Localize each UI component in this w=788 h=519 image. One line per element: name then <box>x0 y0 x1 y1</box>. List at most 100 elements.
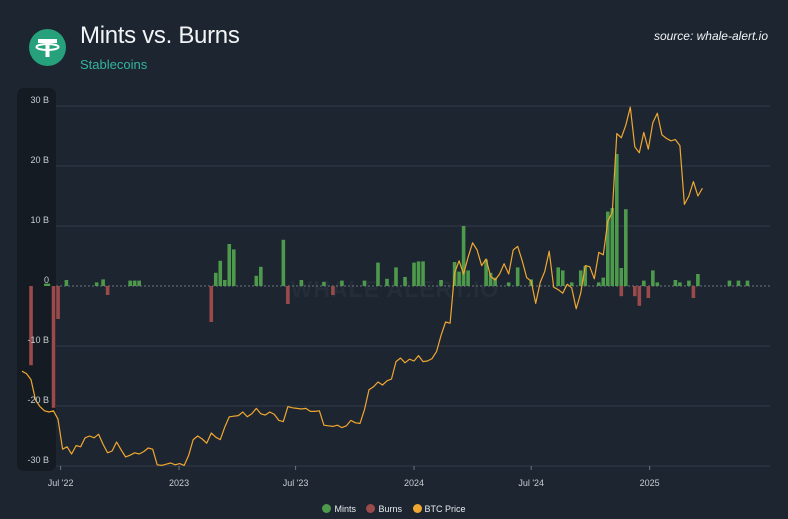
btc-price-line[interactable] <box>21 106 703 466</box>
legend-item-mints[interactable]: Mints <box>322 504 356 514</box>
mints-bar[interactable] <box>254 275 259 286</box>
mints-bar[interactable] <box>46 283 51 286</box>
y-tick-label: 30 B <box>30 95 49 105</box>
chart-header: Mints vs. Burns Stablecoins source: whal… <box>0 0 788 86</box>
legend-label-mints: Mints <box>334 504 356 514</box>
mints-bar[interactable] <box>655 282 660 286</box>
mints-bar[interactable] <box>222 280 227 286</box>
mints-bar[interactable] <box>687 280 691 286</box>
btc-price-series <box>21 106 703 466</box>
mints-bar[interactable] <box>696 274 700 286</box>
legend-item-btc-price[interactable]: BTC Price <box>412 504 466 514</box>
mints-bar[interactable] <box>727 280 732 286</box>
mints-bar[interactable] <box>299 280 304 286</box>
x-tick-label: Jul '22 <box>48 478 74 488</box>
mints-bar[interactable] <box>439 280 443 286</box>
mints-bar[interactable] <box>624 209 628 286</box>
mints-bar[interactable] <box>745 280 750 286</box>
mints-bar[interactable] <box>376 262 380 286</box>
page-subtitle: Stablecoins <box>80 57 148 72</box>
x-axis-ticks: Jul '22 2023 Jul '23 2024 Jul '24 2025 <box>48 466 660 488</box>
page-title: Mints vs. Burns <box>80 22 240 49</box>
legend-label-burns: Burns <box>378 504 402 514</box>
mints-bar[interactable] <box>457 271 461 286</box>
mints-bar[interactable] <box>673 280 678 286</box>
mints-bar[interactable] <box>340 280 344 286</box>
y-axis-band <box>17 88 56 471</box>
mints-bar[interactable] <box>651 270 655 286</box>
mints-bar[interactable] <box>128 280 132 286</box>
mints-bar[interactable] <box>578 270 583 286</box>
burns-bar[interactable] <box>56 286 60 319</box>
mints-bar[interactable] <box>259 266 263 286</box>
mints-bar[interactable] <box>493 277 497 286</box>
mints-swatch-icon <box>322 504 332 513</box>
mints-bar[interactable] <box>506 282 511 286</box>
mints-bar[interactable] <box>619 268 624 286</box>
burns-bar[interactable] <box>209 286 214 322</box>
burns-bar[interactable] <box>29 286 33 366</box>
mints-bar[interactable] <box>605 211 610 286</box>
mints-bar[interactable] <box>556 267 561 286</box>
burns-bar[interactable] <box>619 286 624 297</box>
mints-bar[interactable] <box>101 279 105 286</box>
mints-bar[interactable] <box>64 280 69 286</box>
x-tick-label: 2025 <box>640 478 660 488</box>
mints-bar[interactable] <box>385 278 389 286</box>
y-tick-label: -20 B <box>27 395 49 405</box>
chart-legend: Mints Burns BTC Price <box>0 504 788 514</box>
mints-bar[interactable] <box>132 280 137 286</box>
source-label: source: whale-alert.io <box>653 29 768 43</box>
mints-bar[interactable] <box>416 261 421 286</box>
burns-bar[interactable] <box>105 286 110 295</box>
mints-bar[interactable] <box>642 280 646 286</box>
burns-bar[interactable] <box>331 286 335 295</box>
y-tick-label: -30 B <box>27 455 49 465</box>
mints-bar[interactable] <box>610 208 615 286</box>
burns-bar[interactable] <box>637 286 642 306</box>
mints-bar[interactable] <box>231 249 236 286</box>
mints-bar[interactable] <box>44 283 48 286</box>
mints-bar[interactable] <box>484 259 488 286</box>
mints-bar[interactable] <box>322 281 326 286</box>
mints-bar[interactable] <box>213 272 218 286</box>
x-tick-label: Jul '24 <box>518 478 544 488</box>
burns-swatch-icon <box>366 504 376 513</box>
tether-logo-icon <box>29 29 66 66</box>
mints-bar[interactable] <box>94 282 99 286</box>
y-tick-label: -10 B <box>27 335 49 345</box>
x-tick-label: 2024 <box>404 478 424 488</box>
mints-bar[interactable] <box>227 244 232 286</box>
mints-bar[interactable] <box>137 280 141 286</box>
burns-bar[interactable] <box>691 286 696 298</box>
mints-bar[interactable] <box>583 266 588 286</box>
mints-bar[interactable] <box>394 267 398 286</box>
mints-bar[interactable] <box>601 277 606 286</box>
y-tick-label: 20 B <box>30 155 49 165</box>
mints-bar[interactable] <box>515 267 520 286</box>
mints-bar[interactable] <box>736 280 741 286</box>
mints-bar[interactable] <box>362 280 367 286</box>
mints-bar[interactable] <box>421 261 425 286</box>
mints-bar[interactable] <box>218 260 223 286</box>
mints-bar[interactable] <box>678 282 682 286</box>
mints-bar[interactable] <box>466 270 470 286</box>
burns-bar[interactable] <box>286 286 290 304</box>
mints-bar[interactable] <box>569 282 574 286</box>
mints-bar[interactable] <box>596 282 601 286</box>
mints-bar[interactable] <box>461 226 466 286</box>
mints-bar[interactable] <box>560 270 565 286</box>
x-tick-label: 2023 <box>169 478 189 488</box>
burns-bar[interactable] <box>633 286 637 297</box>
mints-bar[interactable] <box>403 277 407 286</box>
btc-price-swatch-icon <box>412 504 422 513</box>
burns-bar[interactable] <box>51 286 56 408</box>
mints-bar[interactable] <box>614 154 619 286</box>
mints-bar[interactable] <box>412 262 416 286</box>
legend-item-burns[interactable]: Burns <box>366 504 402 514</box>
mints-bar[interactable] <box>281 239 286 286</box>
x-tick-label: Jul '23 <box>283 478 309 488</box>
mints-bar[interactable] <box>488 272 493 286</box>
burns-bar[interactable] <box>646 286 651 298</box>
y-tick-label: 0 <box>44 275 49 285</box>
